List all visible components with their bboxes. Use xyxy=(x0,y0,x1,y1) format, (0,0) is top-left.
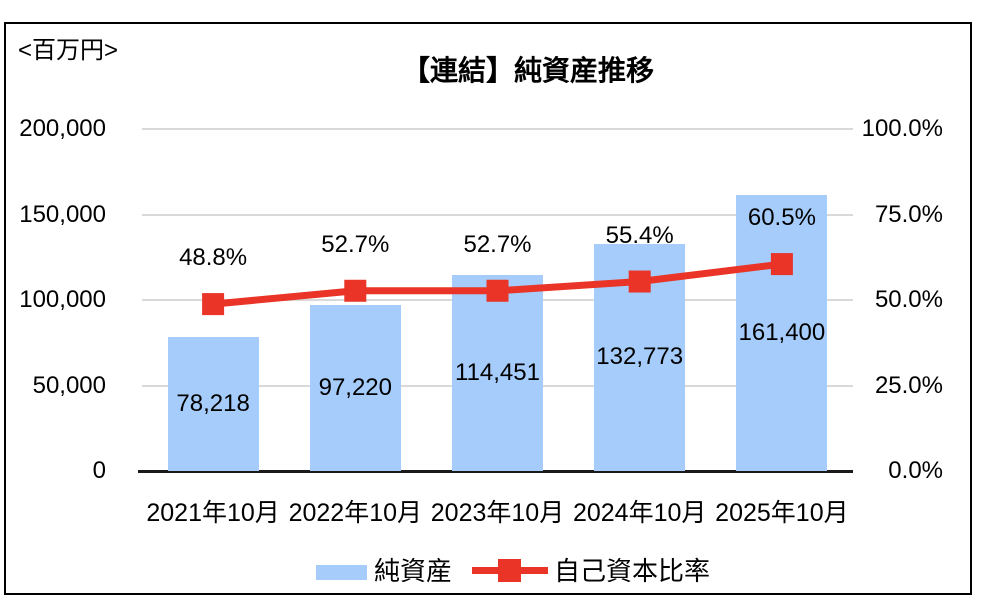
right-axis-tick: 50.0% xyxy=(874,286,943,313)
legend-square-marker xyxy=(498,559,521,582)
right-axis-tick: 0.0% xyxy=(888,457,943,484)
left-axis-tick: 150,000 xyxy=(19,200,106,228)
left-axis-tick: 0 xyxy=(92,457,106,484)
ratio-label: 48.8% xyxy=(179,244,248,272)
ratio-label: 52.7% xyxy=(463,230,532,258)
ratio-label: 52.7% xyxy=(321,230,390,258)
x-axis-label: 2024年10月 xyxy=(572,499,707,527)
bar-value-label: 114,451 xyxy=(455,359,540,387)
chart-title: 【連結】純資産推移 xyxy=(401,55,655,86)
left-axis-tick: 100,000 xyxy=(19,286,106,313)
ratio-label: 60.5% xyxy=(747,204,816,232)
gridline xyxy=(142,213,853,216)
x-axis-label: 2025年10月 xyxy=(715,499,849,527)
bar-value-label: 78,218 xyxy=(176,390,250,418)
bar-value-label: 97,220 xyxy=(318,373,392,401)
x-axis-label: 2023年10月 xyxy=(430,499,565,527)
left-axis-tick: 200,000 xyxy=(19,115,106,142)
legend-swatch-net-assets xyxy=(316,565,367,580)
bar xyxy=(736,195,828,471)
bar xyxy=(309,304,401,471)
bar xyxy=(167,337,259,471)
bar xyxy=(452,275,543,471)
legend-label-net-assets: 純資産 xyxy=(374,556,453,586)
x-axis-line xyxy=(138,470,853,473)
legend-label-equity-ratio: 自己資本比率 xyxy=(554,556,711,586)
x-axis-label: 2022年10月 xyxy=(288,499,423,527)
bar-value-label: 161,400 xyxy=(738,319,826,346)
ratio-label: 55.4% xyxy=(605,221,674,249)
left-axis-tick: 50,000 xyxy=(32,371,106,399)
x-axis-label: 2021年10月 xyxy=(146,499,280,527)
legend: 純資産 自己資本比率 xyxy=(0,554,982,588)
right-axis-tick: 25.0% xyxy=(874,371,943,399)
gridline xyxy=(142,128,853,130)
right-axis-tick: 100.0% xyxy=(861,115,943,142)
bar-value-label: 132,773 xyxy=(596,343,684,371)
right-axis-tick: 75.0% xyxy=(874,200,943,228)
unit-label: <百万円> xyxy=(18,37,119,64)
